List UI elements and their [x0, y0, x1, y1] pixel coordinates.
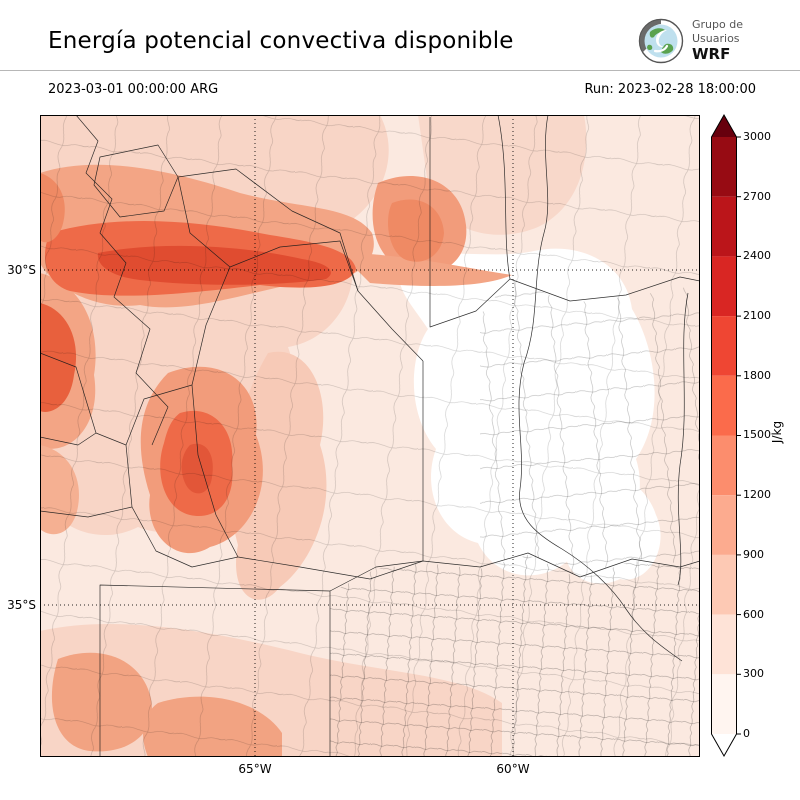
colorbar-tick-label: 3000 [743, 130, 771, 143]
colorbar-tick-label: 1200 [743, 488, 771, 501]
page-title: Energía potencial convectiva disponible [48, 28, 514, 54]
y-tick-30s: 30°S [7, 263, 36, 277]
colorbar [705, 113, 760, 762]
logo-org-line3: WRF [692, 45, 731, 63]
colorbar-canvas [711, 113, 741, 758]
colorbar-tick-marks [736, 136, 741, 735]
colorbar-tick-label: 300 [743, 667, 764, 680]
colorbar-tick-label: 1500 [743, 428, 771, 441]
header-divider [0, 70, 800, 71]
wrf-logo: Grupo de Usuarios WRF [638, 18, 798, 68]
province-boundaries [39, 114, 701, 757]
colorbar-tick-label: 0 [743, 727, 750, 740]
department-boundaries-texture [40, 115, 700, 757]
x-tick-65w: 65°W [238, 762, 272, 776]
colorbar-tick-label: 900 [743, 548, 764, 561]
wrf-logo-text: Grupo de Usuarios WRF [692, 18, 743, 63]
colorbar-unit-label: J/kg [770, 420, 785, 444]
colorbar-tick-label: 1800 [743, 369, 771, 382]
run-time-label: Run: 2023-02-28 18:00:00 [584, 82, 756, 97]
logo-org-line1: Grupo de [692, 18, 743, 31]
colorbar-tick-label: 2700 [743, 190, 771, 203]
wrf-globe-icon [638, 18, 684, 64]
colorbar-tick-label: 2400 [743, 249, 771, 262]
valid-time-label: 2023-03-01 00:00:00 ARG [48, 82, 219, 97]
cape-map [39, 114, 701, 757]
cape-map-canvas [39, 114, 701, 757]
colorbar-tick-label: 600 [743, 608, 764, 621]
colorbar-tick-label: 2100 [743, 309, 771, 322]
y-tick-35s: 35°S [7, 598, 36, 612]
logo-org-line2: Usuarios [692, 32, 740, 45]
map-frame [40, 115, 700, 757]
x-tick-60w: 60°W [496, 762, 530, 776]
